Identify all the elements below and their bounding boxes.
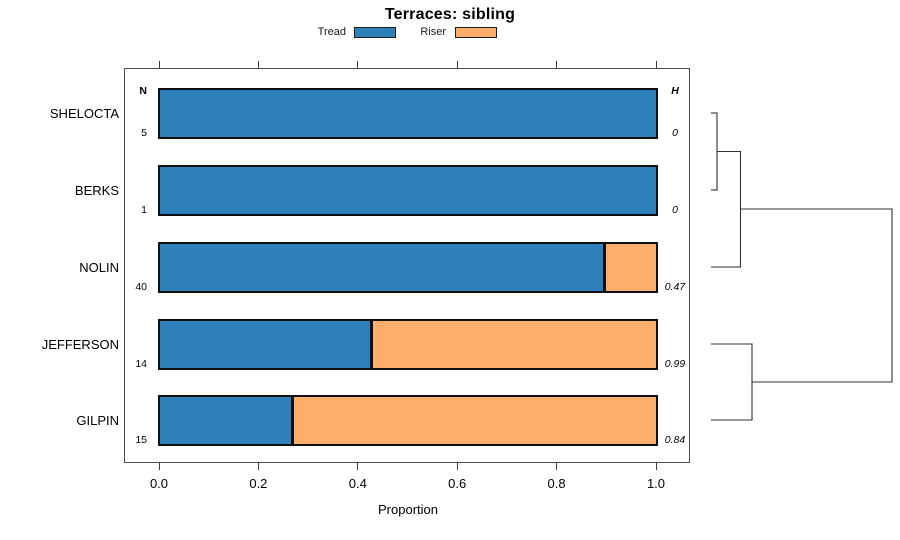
bar-segment-tread bbox=[160, 244, 607, 291]
axis-tick-bottom bbox=[257, 463, 259, 470]
tick-label: 0.0 bbox=[149, 476, 169, 491]
tick-label: 0.2 bbox=[249, 476, 268, 491]
n-count-value: 1 bbox=[141, 204, 147, 216]
bar-segment-tread bbox=[160, 167, 656, 214]
h-index-value: 0 bbox=[672, 204, 678, 216]
category-label: GILPIN bbox=[76, 413, 119, 428]
h-index-value: 0.99 bbox=[664, 358, 686, 370]
axis-tick-bottom bbox=[456, 463, 458, 470]
axis-tick-bottom bbox=[158, 463, 160, 470]
stacked-bar bbox=[158, 165, 658, 216]
axis-tick-top bbox=[456, 61, 458, 68]
bar-segment-riser bbox=[373, 321, 656, 368]
chart-title: Terraces: sibling bbox=[384, 6, 516, 23]
category-label: SHELOCTA bbox=[49, 106, 119, 121]
tick-label: 0.6 bbox=[448, 476, 467, 491]
tick-label: 0.4 bbox=[348, 476, 367, 491]
legend-item-riser: Riser bbox=[403, 26, 497, 38]
axis-tick-top bbox=[357, 61, 359, 68]
bar-segment-tread bbox=[160, 321, 374, 368]
plot-box bbox=[124, 68, 690, 463]
axis-tick-top bbox=[556, 61, 558, 68]
bar-segment-riser bbox=[606, 244, 656, 291]
h-index-value: 0 bbox=[672, 127, 678, 139]
tick-label: 1.0 bbox=[646, 476, 666, 491]
n-count-value: 15 bbox=[135, 434, 147, 446]
bar-segment-tread bbox=[160, 397, 294, 444]
h-index-value: 0.84 bbox=[664, 434, 686, 446]
n-count-value: 5 bbox=[141, 127, 147, 139]
n-count-value: 14 bbox=[135, 358, 147, 370]
category-label: JEFFERSON bbox=[41, 337, 119, 352]
tread-color-swatch bbox=[354, 26, 396, 38]
n-column-header: N bbox=[139, 85, 147, 97]
axis-tick-top bbox=[257, 61, 259, 68]
stacked-bar bbox=[158, 319, 658, 370]
h-column-header: H bbox=[671, 85, 679, 97]
axis-tick-top bbox=[655, 61, 657, 68]
axis-tick-top bbox=[158, 61, 160, 68]
stacked-bar bbox=[158, 395, 658, 446]
h-index-value: 0.47 bbox=[664, 281, 686, 293]
bar-segment-tread bbox=[160, 90, 656, 137]
axis-tick-bottom bbox=[357, 463, 359, 470]
bar-segment-riser bbox=[293, 397, 656, 444]
axis-tick-bottom bbox=[556, 463, 558, 470]
x-axis-label: Proportion bbox=[378, 502, 438, 517]
legend-label-riser: Riser bbox=[420, 26, 446, 38]
n-count-value: 40 bbox=[135, 281, 147, 293]
legend-label-tread: Tread bbox=[317, 26, 346, 38]
axis-tick-bottom bbox=[655, 463, 657, 470]
category-label: NOLIN bbox=[79, 260, 119, 275]
riser-color-swatch bbox=[455, 26, 497, 38]
tick-label: 0.8 bbox=[547, 476, 566, 491]
category-label: BERKS bbox=[74, 183, 119, 198]
legend-item-tread: Tread bbox=[300, 26, 396, 38]
stacked-bar bbox=[158, 242, 658, 293]
stacked-bar bbox=[158, 88, 658, 139]
